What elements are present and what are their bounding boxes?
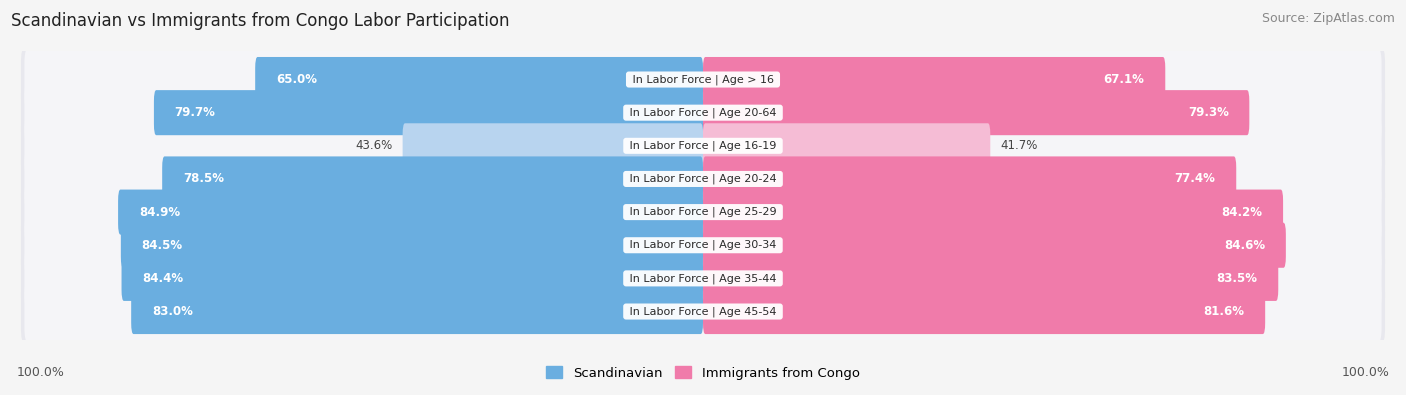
- Legend: Scandinavian, Immigrants from Congo: Scandinavian, Immigrants from Congo: [541, 361, 865, 385]
- FancyBboxPatch shape: [703, 156, 1236, 201]
- Text: 84.9%: 84.9%: [139, 205, 180, 218]
- Text: 83.5%: 83.5%: [1216, 272, 1257, 285]
- Text: In Labor Force | Age 16-19: In Labor Force | Age 16-19: [626, 141, 780, 151]
- Text: In Labor Force | Age 20-64: In Labor Force | Age 20-64: [626, 107, 780, 118]
- Text: In Labor Force | Age 30-34: In Labor Force | Age 30-34: [626, 240, 780, 250]
- Text: 77.4%: 77.4%: [1174, 173, 1216, 186]
- Text: In Labor Force | Age 25-29: In Labor Force | Age 25-29: [626, 207, 780, 217]
- FancyBboxPatch shape: [21, 247, 1385, 310]
- FancyBboxPatch shape: [21, 181, 1385, 244]
- Text: 84.6%: 84.6%: [1225, 239, 1265, 252]
- Text: In Labor Force | Age 35-44: In Labor Force | Age 35-44: [626, 273, 780, 284]
- FancyBboxPatch shape: [21, 81, 1385, 144]
- Text: In Labor Force | Age 20-24: In Labor Force | Age 20-24: [626, 174, 780, 184]
- FancyBboxPatch shape: [121, 256, 703, 301]
- Text: In Labor Force | Age > 16: In Labor Force | Age > 16: [628, 74, 778, 85]
- FancyBboxPatch shape: [121, 223, 703, 268]
- Text: 84.4%: 84.4%: [142, 272, 183, 285]
- FancyBboxPatch shape: [24, 182, 1382, 243]
- FancyBboxPatch shape: [24, 281, 1382, 342]
- FancyBboxPatch shape: [703, 190, 1284, 235]
- Text: 84.5%: 84.5%: [142, 239, 183, 252]
- FancyBboxPatch shape: [703, 223, 1286, 268]
- FancyBboxPatch shape: [402, 123, 703, 168]
- FancyBboxPatch shape: [21, 114, 1385, 177]
- FancyBboxPatch shape: [24, 115, 1382, 176]
- FancyBboxPatch shape: [131, 289, 703, 334]
- Text: In Labor Force | Age 45-54: In Labor Force | Age 45-54: [626, 306, 780, 317]
- FancyBboxPatch shape: [24, 49, 1382, 110]
- FancyBboxPatch shape: [21, 48, 1385, 111]
- FancyBboxPatch shape: [703, 256, 1278, 301]
- Text: 79.7%: 79.7%: [174, 106, 215, 119]
- Text: 83.0%: 83.0%: [152, 305, 193, 318]
- FancyBboxPatch shape: [21, 214, 1385, 277]
- FancyBboxPatch shape: [24, 248, 1382, 309]
- Text: Source: ZipAtlas.com: Source: ZipAtlas.com: [1261, 12, 1395, 25]
- Text: 100.0%: 100.0%: [1341, 366, 1389, 379]
- Text: 65.0%: 65.0%: [276, 73, 316, 86]
- Text: 67.1%: 67.1%: [1104, 73, 1144, 86]
- Text: 84.2%: 84.2%: [1222, 205, 1263, 218]
- Text: 100.0%: 100.0%: [17, 366, 65, 379]
- Text: Scandinavian vs Immigrants from Congo Labor Participation: Scandinavian vs Immigrants from Congo La…: [11, 12, 510, 30]
- FancyBboxPatch shape: [21, 280, 1385, 343]
- FancyBboxPatch shape: [162, 156, 703, 201]
- FancyBboxPatch shape: [21, 147, 1385, 211]
- Text: 78.5%: 78.5%: [183, 173, 224, 186]
- FancyBboxPatch shape: [24, 82, 1382, 143]
- FancyBboxPatch shape: [254, 57, 703, 102]
- FancyBboxPatch shape: [24, 149, 1382, 209]
- Text: 41.7%: 41.7%: [1001, 139, 1038, 152]
- FancyBboxPatch shape: [703, 90, 1250, 135]
- Text: 79.3%: 79.3%: [1188, 106, 1229, 119]
- FancyBboxPatch shape: [153, 90, 703, 135]
- Text: 43.6%: 43.6%: [356, 139, 392, 152]
- FancyBboxPatch shape: [703, 123, 990, 168]
- FancyBboxPatch shape: [703, 289, 1265, 334]
- FancyBboxPatch shape: [118, 190, 703, 235]
- FancyBboxPatch shape: [703, 57, 1166, 102]
- FancyBboxPatch shape: [24, 215, 1382, 276]
- Text: 81.6%: 81.6%: [1204, 305, 1244, 318]
